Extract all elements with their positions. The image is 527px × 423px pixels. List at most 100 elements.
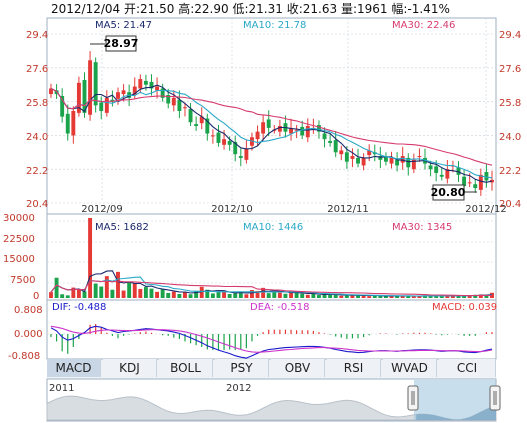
volume-bar [110, 289, 115, 298]
volume-bar [132, 283, 137, 298]
navigator-left-handle[interactable] [407, 385, 419, 411]
volume-bar [49, 292, 53, 298]
price-ytick-left-5: 20.4 [26, 199, 48, 210]
volume-bar [244, 294, 249, 298]
price-ytick-left-4: 22.2 [26, 166, 48, 177]
volume-bar [65, 295, 70, 298]
quote-open: 开:21.50 [124, 2, 175, 16]
volume-bar [339, 295, 344, 298]
volume-bar [104, 276, 109, 298]
volume-bar [227, 294, 232, 298]
macd-ytick-2: -0.808 [8, 351, 40, 362]
volume-bar [277, 292, 282, 298]
candle-body [93, 62, 98, 106]
candle-body [356, 157, 360, 164]
macd-dif-line [50, 325, 493, 359]
volume-bar [54, 277, 59, 298]
candle-body [350, 156, 355, 159]
candle-body [49, 88, 53, 95]
volume-bar [255, 291, 260, 298]
high-callout: 28.97 [90, 35, 138, 52]
candle-body [406, 157, 411, 168]
volume-bar [93, 283, 98, 298]
candle-body [266, 119, 271, 128]
tab-psy[interactable]: PSY [215, 359, 269, 377]
volume-bar [188, 294, 193, 298]
volume-bar [395, 296, 400, 298]
price-ytick-right-4: 22.2 [499, 166, 521, 177]
candle-body [199, 116, 204, 124]
quote-date: 2012/12/04 [51, 2, 121, 16]
grid-lines [47, 18, 496, 335]
tab-kdj[interactable]: KDJ [103, 359, 157, 377]
xtick-1: 2012/10 [211, 204, 253, 215]
candle-body [328, 141, 333, 143]
tab-wvad[interactable]: WVAD [383, 359, 437, 377]
price-ma30-label: MA30: 22.46 [392, 20, 455, 31]
vol-ytick-1: 22500 [3, 234, 35, 245]
volume-bar [250, 290, 254, 298]
vol-ytick-0: 30000 [3, 213, 35, 224]
candle-body [60, 95, 65, 117]
price-ytick-right-5: 20.4 [499, 199, 521, 210]
price-ma30-line [50, 88, 493, 166]
candle-body [467, 182, 472, 184]
price-ytick-right-0: 29.4 [499, 30, 521, 41]
volume-bar [82, 291, 87, 298]
volume-bar [389, 295, 394, 298]
price-ytick-right-2: 25.8 [499, 98, 521, 109]
macd-ytick-0: 0.808 [14, 305, 43, 316]
candle-body [462, 176, 467, 187]
tab-rsi[interactable]: RSI [327, 359, 381, 377]
volume-bar [478, 294, 483, 298]
price-ytick-left-3: 24.0 [26, 132, 48, 143]
candle-body [99, 102, 104, 111]
tab-boll[interactable]: BOLL [159, 359, 213, 377]
price-ytick-left-1: 27.6 [26, 64, 48, 75]
candle-body [261, 122, 266, 134]
vol-ytick-2: 15000 [3, 254, 35, 265]
volume-bar [177, 294, 182, 298]
volume-bar [372, 295, 377, 298]
candle-body [417, 156, 422, 158]
volume-bar [378, 296, 383, 298]
candle-body [484, 172, 489, 181]
volume-bar [439, 295, 444, 298]
volume-bar [383, 295, 388, 298]
volume-bar [344, 295, 349, 298]
volume-bar [328, 294, 333, 298]
candle-body [194, 124, 199, 127]
vol-ytick-4: 0 [33, 291, 39, 302]
candle-body [339, 150, 344, 155]
candle-body [71, 110, 76, 136]
candle-body [478, 174, 483, 190]
candle-body [378, 156, 383, 160]
volume-bar [445, 295, 450, 298]
volume-bar [294, 292, 299, 298]
candle-body [300, 126, 305, 136]
xtick-2: 2012/11 [327, 204, 369, 215]
volume-bar [71, 287, 76, 298]
vol-ma10-label: MA10: 1446 [243, 222, 303, 233]
xtick-3: 2012/12 [465, 204, 507, 215]
tab-obv[interactable]: OBV [271, 359, 325, 377]
tab-macd[interactable]: MACD [47, 359, 101, 377]
candle-body [216, 132, 221, 143]
volume-bar [322, 294, 327, 298]
volume-bar [300, 293, 305, 298]
candle-body [82, 80, 87, 113]
xtick-0: 2012/09 [81, 204, 123, 215]
candle-body [149, 81, 154, 89]
candle-body [367, 150, 372, 156]
navigator-right-handle[interactable] [489, 385, 501, 411]
volume-bar [266, 293, 271, 298]
vol-ma5-label: MA5: 1682 [95, 222, 149, 233]
tab-cci[interactable]: CCI [439, 359, 496, 377]
volume-ma30-line [50, 280, 492, 297]
volume-bar [149, 288, 154, 298]
volume-bar [311, 294, 316, 298]
candle-body [160, 88, 165, 98]
candle-body [428, 165, 433, 170]
vol-ma30-label: MA30: 1345 [392, 222, 452, 233]
